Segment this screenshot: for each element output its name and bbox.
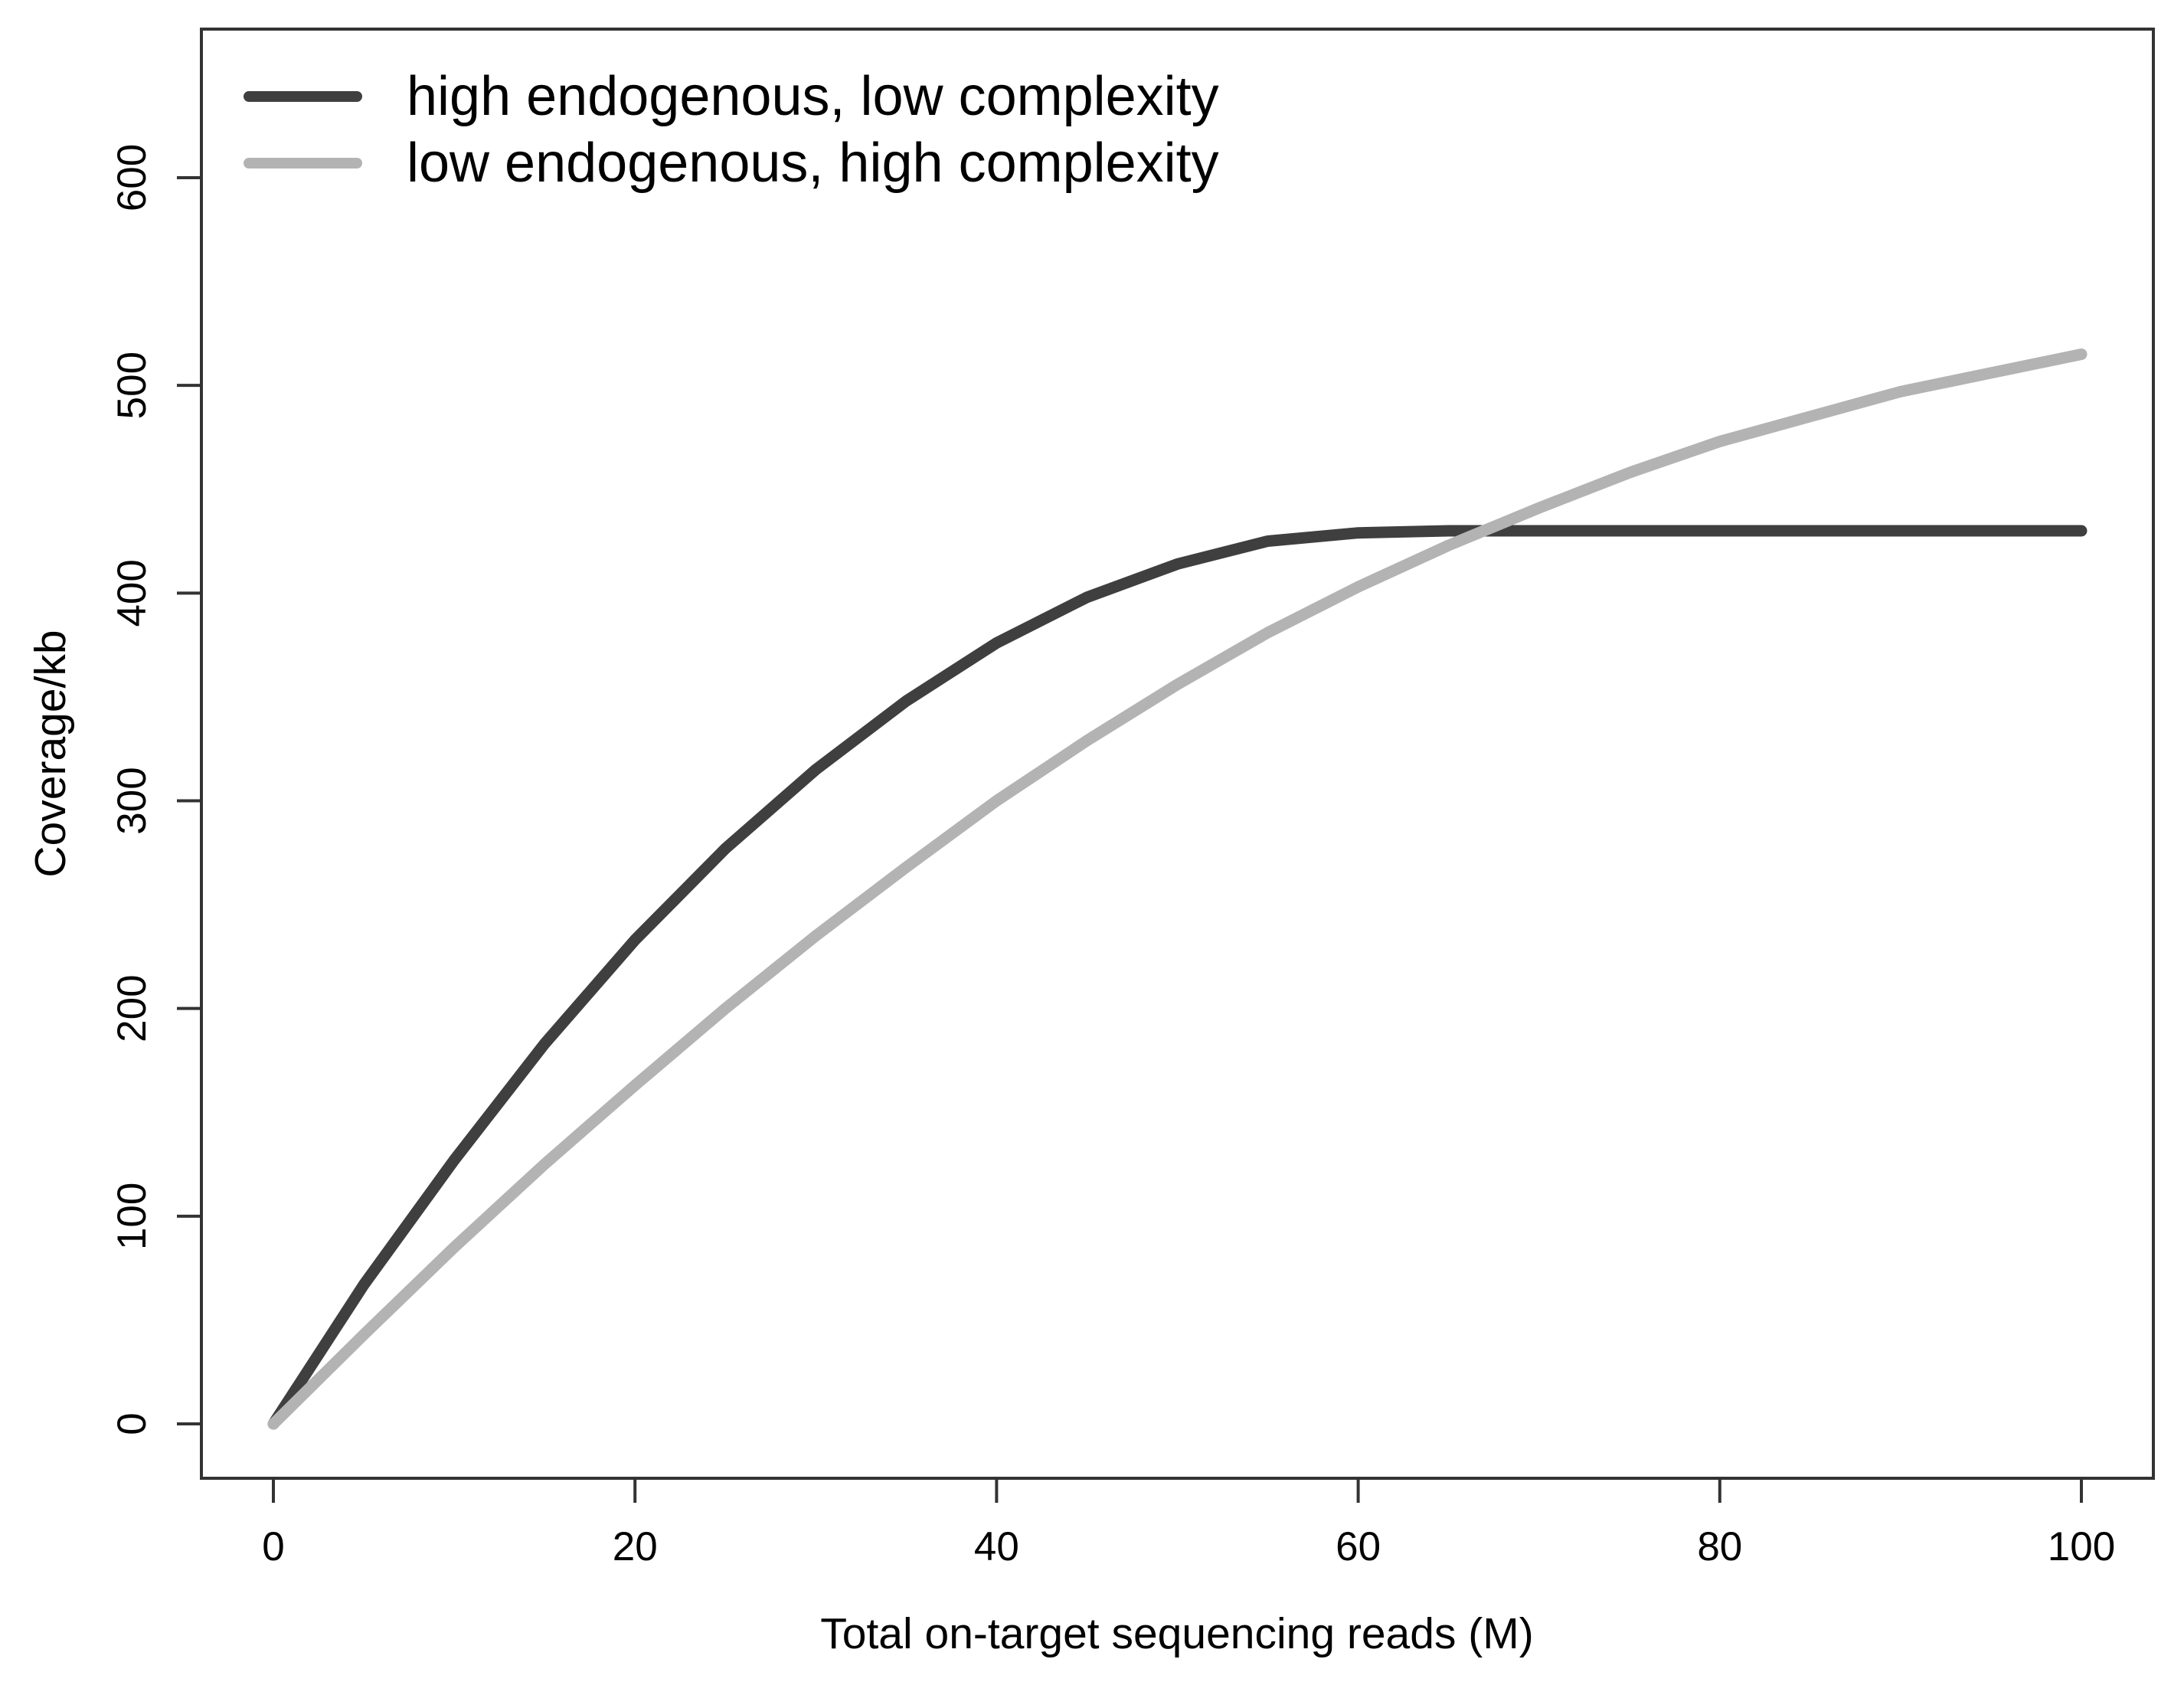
y-tick-label: 400 <box>110 559 155 627</box>
y-tick-label: 500 <box>110 352 155 419</box>
y-tick-label: 0 <box>110 1412 155 1435</box>
x-tick-label: 0 <box>262 1524 284 1569</box>
x-axis: 0 20 40 60 80 100 <box>262 1478 2115 1569</box>
y-axis-title: Coverage/kb <box>26 630 75 877</box>
x-tick-label: 100 <box>2048 1524 2115 1569</box>
legend: high endogenous, low complexity low endo… <box>244 66 1219 194</box>
curve-high-endogenous-low-complexity <box>267 525 2088 1430</box>
x-axis-title: Total on-target sequencing reads (M) <box>820 1609 1533 1658</box>
legend-label-low-endogenous-high-complexity: low endogenous, high complexity <box>407 133 1219 194</box>
x-tick-label: 40 <box>974 1524 1019 1569</box>
x-tick-label: 20 <box>613 1524 658 1569</box>
y-axis: 0 100 200 300 400 500 600 <box>110 144 201 1435</box>
y-tick-label: 100 <box>110 1183 155 1250</box>
plot-box <box>200 28 2155 1480</box>
series-curves <box>267 349 2088 1430</box>
legend-label-high-endogenous-low-complexity: high endogenous, low complexity <box>407 66 1219 127</box>
y-tick-label: 200 <box>110 974 155 1042</box>
curve-low-endogenous-high-complexity <box>267 349 2088 1430</box>
x-tick-label: 60 <box>1336 1524 1381 1569</box>
y-tick-label: 300 <box>110 767 155 834</box>
x-tick-label: 80 <box>1697 1524 1742 1569</box>
y-tick-label: 600 <box>110 144 155 211</box>
